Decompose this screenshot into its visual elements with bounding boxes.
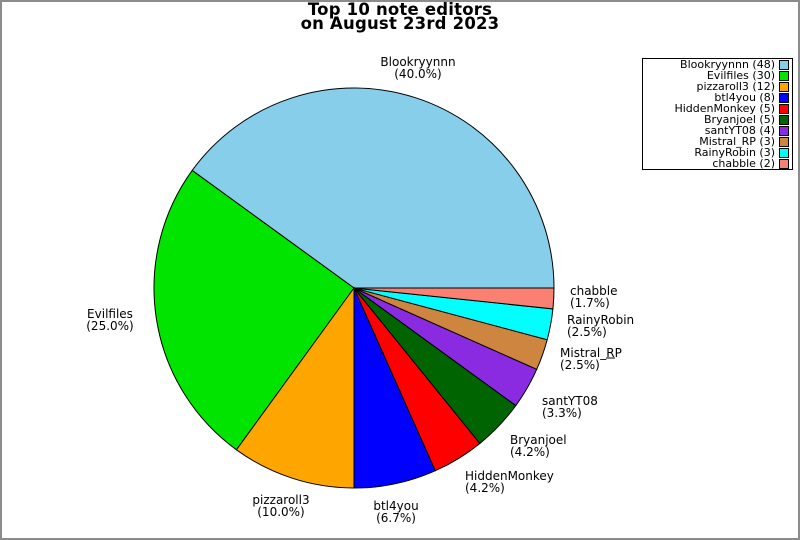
legend-swatch-Bryanjoel [779, 114, 789, 125]
slice-name-label: chabble [570, 284, 618, 298]
chart-title-line2: on August 23rd 2023 [300, 13, 500, 33]
legend-swatch-Blookryynnn [779, 59, 789, 70]
legend-label: HiddenMonkey (5) [674, 102, 775, 115]
legend-label: RainyRobin (3) [694, 146, 775, 159]
slice-percent-label: (2.5%) [567, 325, 607, 339]
slice-name-label: btl4you [373, 499, 418, 513]
pie-slice-pizzaroll3 [235, 286, 355, 489]
slice-name-label: santYT08 [542, 394, 598, 408]
legend-swatch-btl4you [779, 92, 789, 103]
legend-swatch-RainyRobin [779, 147, 789, 158]
slice-percent-label: (6.7%) [376, 511, 416, 525]
slice-name-label: pizzaroll3 [252, 493, 309, 507]
slice-percent-label: (25.0%) [86, 319, 133, 333]
legend-label: chabble (2) [712, 157, 775, 170]
legend-label: Bryanjoel (5) [704, 113, 775, 126]
legend-label: Blookryynnn (48) [680, 58, 775, 71]
slice-name-label: Mistral_RP [560, 346, 622, 360]
legend-swatch-HiddenMonkey [779, 103, 789, 114]
pie-slice-Blookryynnn [191, 87, 555, 289]
slice-percent-label: (1.7%) [570, 296, 610, 310]
slice-name-label: Bryanjoel [510, 433, 567, 447]
legend-label: santYT08 (4) [704, 124, 775, 137]
slice-percent-label: (10.0%) [257, 505, 304, 519]
pie-slice-Evilfiles [153, 169, 355, 451]
slice-name-label: Blookryynnn [380, 55, 455, 69]
slice-name-label: Evilfiles [87, 307, 133, 321]
legend-row-chabble: chabble (2) [643, 158, 789, 169]
legend-row-Evilfiles: Evilfiles (30) [643, 70, 789, 81]
slice-percent-label: (40.0%) [394, 67, 441, 81]
legend-swatch-Mistral_RP [779, 136, 789, 147]
legend-label: pizzaroll3 (12) [696, 80, 775, 93]
legend-label: Mistral_RP (3) [699, 135, 775, 148]
legend-label: Evilfiles (30) [706, 69, 775, 82]
legend-row-pizzaroll3: pizzaroll3 (12) [643, 81, 789, 92]
legend-row-Bryanjoel: Bryanjoel (5) [643, 114, 789, 125]
legend-swatch-pizzaroll3 [779, 81, 789, 92]
legend-swatch-chabble [779, 158, 789, 169]
slice-percent-label: (4.2%) [465, 481, 505, 495]
legend-row-HiddenMonkey: HiddenMonkey (5) [643, 103, 789, 114]
slice-name-label: RainyRobin [567, 313, 634, 327]
legend-label: btl4you (8) [714, 91, 775, 104]
pie-slice-chabble [353, 287, 555, 310]
slice-percent-label: (3.3%) [542, 406, 582, 420]
legend-swatch-santYT08 [779, 125, 789, 136]
legend-row-santYT08: santYT08 (4) [643, 125, 789, 136]
legend-swatch-Evilfiles [779, 70, 789, 81]
legend-row-Mistral_RP: Mistral_RP (3) [643, 136, 789, 147]
slice-name-label: HiddenMonkey [465, 469, 554, 483]
legend-row-Blookryynnn: Blookryynnn (48) [643, 59, 789, 70]
legend-box: Blookryynnn (48) Evilfiles (30) pizzaroll3… [642, 58, 793, 170]
legend-row-btl4you: btl4you (8) [643, 92, 789, 103]
slice-percent-label: (2.5%) [560, 358, 600, 372]
slice-percent-label: (4.2%) [510, 445, 550, 459]
chart-title-line1: Top 10 note editors [307, 0, 493, 19]
chart-title: Top 10 note editors on August 23rd 2023 [2, 0, 798, 33]
legend-row-RainyRobin: RainyRobin (3) [643, 147, 789, 158]
